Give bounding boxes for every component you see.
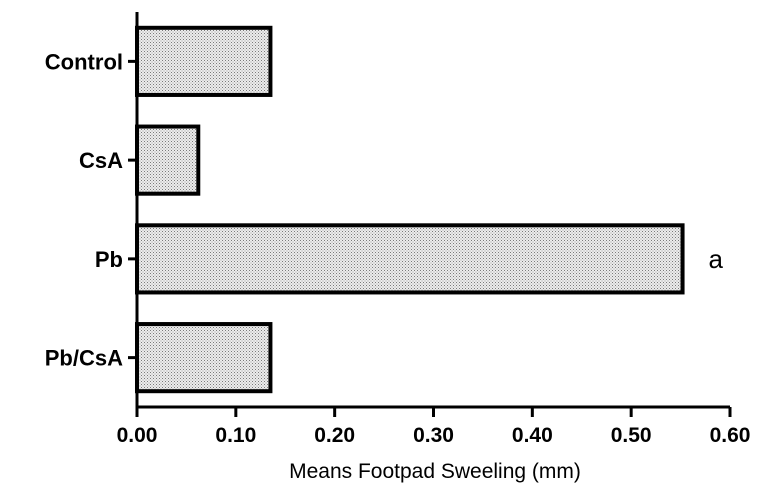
x-tick-label: 0.40 [512,424,553,447]
annotation-pb: a [709,244,724,274]
bars [135,25,685,394]
x-tick-label: 0.30 [413,424,454,447]
x-tick-label: 0.00 [117,424,158,447]
labels: Control CsA Pb a Pb/CsA 0.00 0.10 0.20 0.30 0.40 0… [45,49,751,447]
category-label-pb: Pb [95,247,123,272]
x-tick-label: 0.50 [611,424,652,447]
bar-pb [135,223,685,295]
category-label-csa: CsA [79,148,123,173]
bar-pb-csa [135,322,273,394]
bar-control [135,25,273,97]
x-axis-title: Means Footpad Sweeling (mm) [289,460,581,483]
x-tick-label: 0.10 [215,424,256,447]
category-label-pb-csa: Pb/CsA [45,346,123,371]
category-label-control: Control [45,49,123,74]
x-tick-label: 0.20 [314,424,355,447]
bar-csa [135,124,201,196]
x-tick-label: 0.60 [710,424,751,447]
ticks [128,59,732,417]
